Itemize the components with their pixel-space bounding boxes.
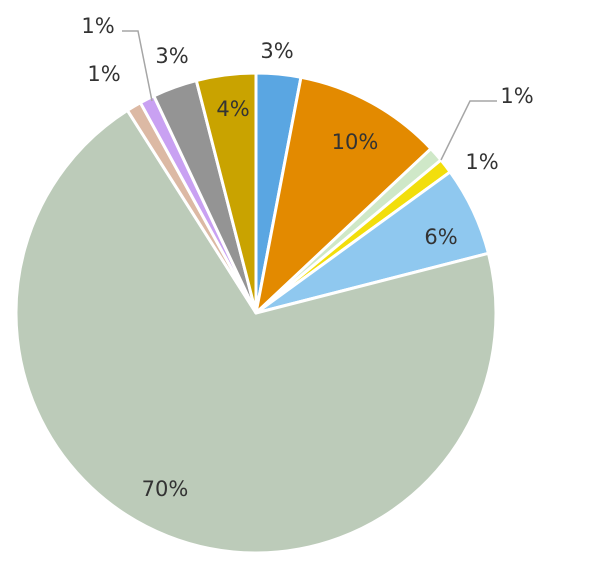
data-label: 4% — [216, 97, 249, 121]
data-label: 70% — [142, 477, 189, 501]
data-label: 3% — [155, 44, 188, 68]
data-label: 1% — [465, 150, 498, 174]
pie-slice — [194, 71, 258, 315]
data-label: 10% — [332, 130, 379, 154]
leader-line — [440, 100, 497, 161]
data-label: 3% — [260, 39, 293, 63]
leader-line — [122, 30, 153, 102]
pie-slice — [254, 75, 433, 315]
data-label: 1% — [87, 62, 120, 86]
data-label: 6% — [424, 225, 457, 249]
pie-slice — [14, 108, 498, 555]
data-label: 1% — [500, 84, 533, 108]
data-label: 1% — [81, 14, 114, 38]
